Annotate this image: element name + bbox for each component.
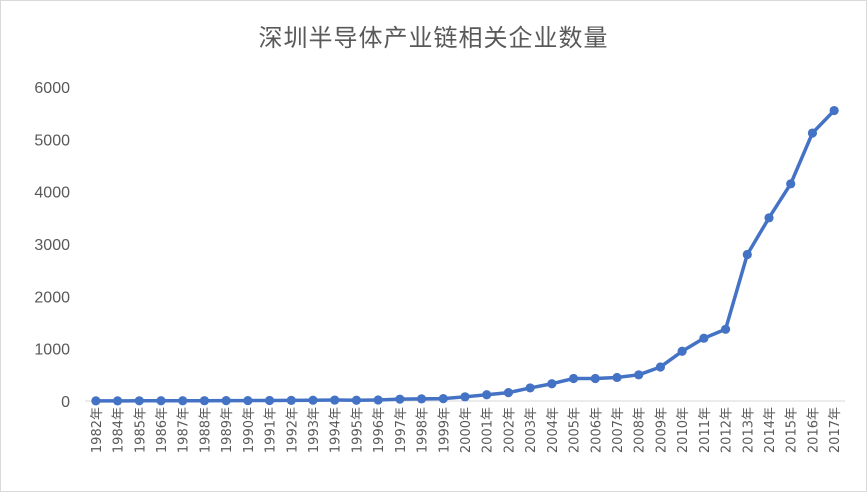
data-point [699,333,709,343]
data-point [807,128,818,138]
data-point [351,395,362,405]
data-point [373,395,383,405]
data-point [742,249,752,260]
y-tick-label: 6000 [34,80,70,97]
series-line [94,108,836,403]
x-tick-label: 2003年 [524,407,539,453]
data-point [503,388,514,398]
x-tick-label: 1987年 [177,407,192,453]
x-tick-label: 1991年 [264,407,279,453]
x-tick-label: 2000年 [459,407,474,453]
x-tick-label: 1989年 [220,407,235,453]
x-tick-label: 2005年 [568,407,583,453]
data-point [720,324,731,334]
data-point [612,372,622,383]
x-tick-label: 1996年 [372,407,387,453]
x-tick-label: 2007年 [611,407,626,453]
axes: 0 1000 2000 3000 4000 5000 6000 1982年 1984年 1985年… [34,80,845,453]
x-tick-label: 1993年 [307,407,322,453]
data-point [286,395,296,405]
x-tick-label: 1985年 [133,407,148,453]
y-tick-label: 1000 [34,342,70,359]
data-point [199,396,210,406]
x-tick-label: 2008年 [633,407,648,453]
data-point [547,379,557,389]
x-tick-label: 1999年 [437,407,452,453]
data-point [829,105,839,116]
data-point [438,394,448,404]
data-point [786,179,796,189]
x-tick-label: 1998年 [416,407,431,453]
chart-title: 深圳半导体产业链相关企业数量 [258,24,609,52]
x-tick-label: 2017年 [828,407,843,453]
y-tick-label: 4000 [34,185,70,202]
series-layer [91,105,839,406]
data-point [330,395,340,405]
data-point [112,396,123,406]
data-point [764,213,774,223]
data-point [308,395,318,405]
data-point [525,383,535,393]
x-tick-label: 2009年 [654,407,669,453]
x-tick-label: 1994年 [329,407,344,453]
x-tick-label: 1986年 [155,407,170,453]
y-tick-label: 2000 [34,289,70,306]
data-point [590,373,600,384]
data-point [156,396,166,406]
x-tick-label: 1992年 [285,407,300,453]
data-point [416,394,427,404]
data-point [221,396,231,406]
x-tick-label: 2014年 [763,407,778,453]
y-tick-label: 0 [61,394,70,411]
data-point [395,394,405,404]
data-point [243,395,253,406]
data-point [677,346,687,356]
data-point [634,370,644,380]
y-tick-label: 3000 [34,237,70,254]
x-tick-label: 2006年 [589,407,604,453]
x-tick-label: 1990年 [242,407,257,453]
x-tick-label: 2012年 [720,407,735,453]
x-tick-label: 2011年 [698,407,713,453]
data-point [568,373,579,384]
x-tick-label: 2004年 [546,407,561,453]
data-point [178,396,188,406]
x-tick-label: 1997年 [394,407,409,453]
data-point [134,396,144,406]
x-tick-label: 2016年 [806,407,821,453]
data-point [655,362,666,372]
data-point [91,396,101,406]
x-tick-label: 2015年 [785,407,800,453]
x-tick-label: 1982年 [90,407,105,453]
data-point [460,392,470,402]
x-tick-label: 2013年 [741,407,756,453]
data-point [264,395,275,406]
x-tick-label: 1995年 [350,407,365,453]
x-tick-label: 2010年 [676,407,691,453]
x-tick-label: 1988年 [198,407,213,453]
y-tick-label: 5000 [34,132,70,149]
x-tick-label: 2001年 [481,407,496,453]
x-tick-label: 2002年 [502,407,517,453]
data-point [482,390,492,400]
x-tick-label: 1984年 [112,407,127,453]
